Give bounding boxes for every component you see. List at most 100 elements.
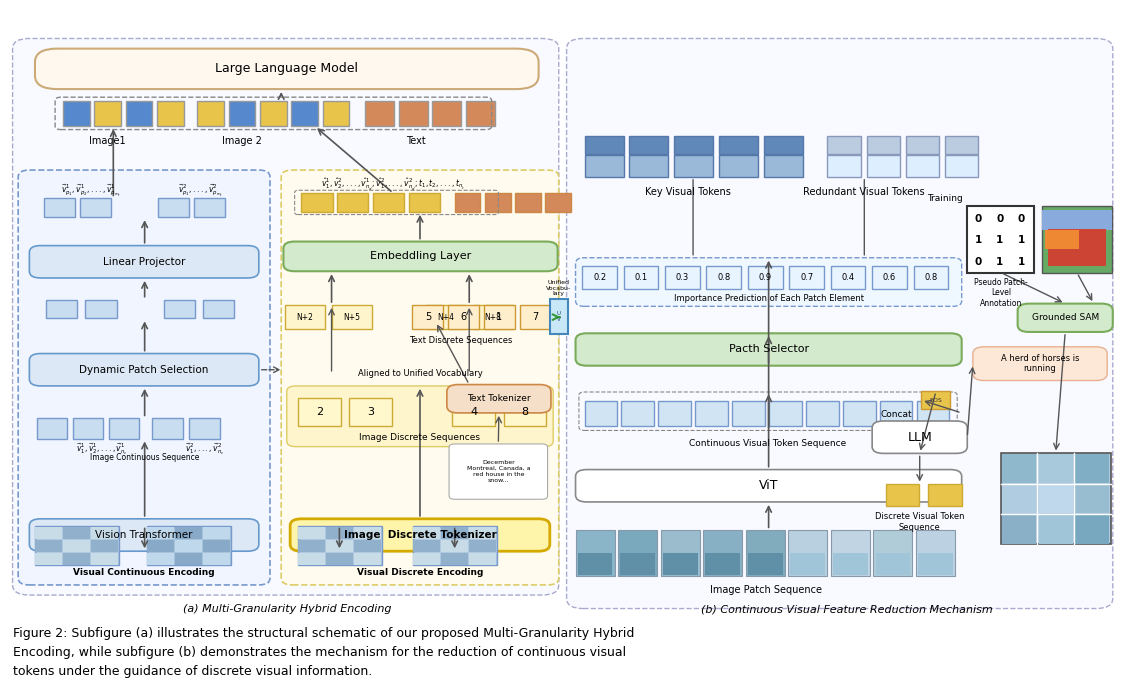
Bar xyxy=(194,198,226,218)
Bar xyxy=(203,527,230,539)
Text: 1: 1 xyxy=(1018,235,1024,246)
Text: (b) Continuous Visual Feature Reduction Mechanism: (b) Continuous Visual Feature Reduction … xyxy=(700,605,992,615)
Text: Redundant Visual Tokens: Redundant Visual Tokens xyxy=(803,187,926,196)
Bar xyxy=(353,552,380,565)
Bar xyxy=(746,531,785,576)
Bar xyxy=(885,484,919,506)
Bar xyxy=(413,526,497,565)
Bar xyxy=(620,553,655,575)
Bar xyxy=(578,553,613,575)
Bar xyxy=(1075,454,1110,483)
FancyBboxPatch shape xyxy=(18,170,270,585)
Bar xyxy=(353,527,380,539)
Bar xyxy=(663,553,698,575)
Text: Text Tokenizer: Text Tokenizer xyxy=(467,394,531,403)
Text: $\vec{v}^2_{p_1},...,\vec{v}^2_{p_{m_c}}$: $\vec{v}^2_{p_1},...,\vec{v}^2_{p_{m_c}}… xyxy=(178,182,223,198)
Text: Visual Discrete Encoding: Visual Discrete Encoding xyxy=(357,568,484,577)
Bar xyxy=(91,527,118,539)
Bar xyxy=(764,136,802,154)
Text: Image Continuous Sequence: Image Continuous Sequence xyxy=(90,453,200,462)
Text: $\vec{v}^1_{p_1},\vec{v}^1_{p_2},...,\vec{v}^1_{p_{m_c}}$: $\vec{v}^1_{p_1},\vec{v}^1_{p_2},...,\ve… xyxy=(61,182,121,198)
Bar xyxy=(158,198,190,218)
FancyBboxPatch shape xyxy=(872,421,967,454)
Bar xyxy=(413,552,440,565)
Bar xyxy=(918,553,953,575)
Bar xyxy=(126,100,153,126)
FancyBboxPatch shape xyxy=(1018,303,1113,332)
Bar xyxy=(913,266,948,288)
Bar xyxy=(905,155,939,177)
Bar xyxy=(1042,207,1112,273)
Bar xyxy=(332,305,371,329)
Bar xyxy=(466,100,495,126)
Text: EOS: EOS xyxy=(929,398,942,402)
Bar xyxy=(197,100,224,126)
Bar xyxy=(582,266,617,288)
Bar xyxy=(872,266,907,288)
Bar xyxy=(452,398,495,426)
Bar xyxy=(353,539,380,552)
Bar xyxy=(550,299,568,334)
Bar xyxy=(485,193,511,212)
FancyBboxPatch shape xyxy=(284,241,558,271)
Text: N+2: N+2 xyxy=(296,312,313,322)
Bar xyxy=(63,100,90,126)
Bar xyxy=(1039,454,1073,483)
Bar xyxy=(412,305,443,329)
Bar xyxy=(1039,484,1073,514)
Bar xyxy=(618,531,657,576)
Bar xyxy=(827,155,861,177)
FancyBboxPatch shape xyxy=(291,519,550,551)
Bar xyxy=(425,305,466,329)
Text: Concat: Concat xyxy=(881,410,912,419)
Bar xyxy=(515,193,541,212)
Text: 0: 0 xyxy=(975,213,982,224)
Text: Image Discrete Sequences: Image Discrete Sequences xyxy=(359,432,480,442)
Bar xyxy=(790,553,825,575)
Text: Discrete Visual Token
Sequence: Discrete Visual Token Sequence xyxy=(875,512,965,532)
Text: 0.8: 0.8 xyxy=(717,273,730,282)
Bar xyxy=(469,552,496,565)
Bar xyxy=(830,266,865,288)
Text: 1: 1 xyxy=(496,312,503,322)
Bar xyxy=(432,100,461,126)
Text: Key Visual Tokens: Key Visual Tokens xyxy=(644,187,730,196)
Bar xyxy=(770,401,801,426)
FancyBboxPatch shape xyxy=(12,38,559,595)
Bar xyxy=(945,136,978,154)
Bar xyxy=(469,527,496,539)
FancyBboxPatch shape xyxy=(576,470,962,502)
Text: 2: 2 xyxy=(315,407,323,417)
Bar xyxy=(298,552,325,565)
Bar xyxy=(545,193,571,212)
Bar xyxy=(327,552,352,565)
Bar xyxy=(830,531,870,576)
FancyBboxPatch shape xyxy=(449,444,548,499)
Text: 0.1: 0.1 xyxy=(634,273,647,282)
Bar xyxy=(484,305,515,329)
Bar xyxy=(441,527,468,539)
Bar xyxy=(674,136,714,154)
Bar xyxy=(866,136,900,154)
Bar xyxy=(441,539,468,552)
Bar xyxy=(585,136,624,154)
FancyBboxPatch shape xyxy=(29,246,259,278)
FancyBboxPatch shape xyxy=(576,258,962,306)
Bar xyxy=(905,136,939,154)
Bar xyxy=(585,155,624,177)
Bar xyxy=(323,100,349,126)
Bar xyxy=(413,539,440,552)
Bar xyxy=(833,553,867,575)
Bar xyxy=(298,526,381,565)
Bar xyxy=(629,136,669,154)
Bar xyxy=(349,398,392,426)
Bar xyxy=(203,539,230,552)
Bar xyxy=(327,527,352,539)
Text: 0.7: 0.7 xyxy=(800,273,813,282)
Bar xyxy=(327,539,352,552)
Text: 1: 1 xyxy=(996,257,1003,267)
Bar xyxy=(298,539,325,552)
Text: 5: 5 xyxy=(425,312,431,322)
Bar xyxy=(298,398,340,426)
Text: tokens under the guidance of discrete visual information.: tokens under the guidance of discrete vi… xyxy=(12,665,371,678)
